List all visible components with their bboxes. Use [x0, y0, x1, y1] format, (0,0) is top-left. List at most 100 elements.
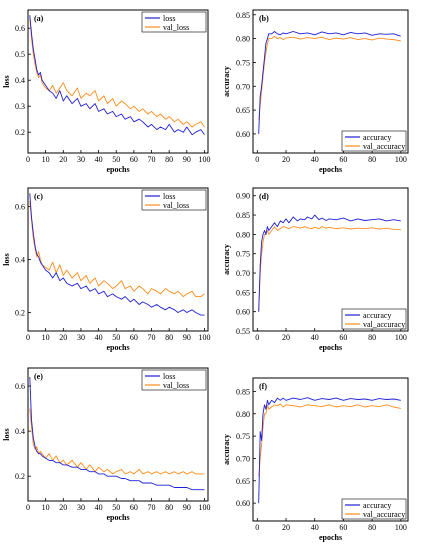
chart-panel-2: 0 20 40 60 80 100 0.60 0.65 0.70 0.75 0.80 0.85 epoc…: [222, 9, 409, 174]
x-tick-label: 0: [26, 503, 30, 512]
x-axis-label: epochs: [319, 165, 342, 174]
y-tick-label: 0.65: [236, 106, 250, 115]
y-tick-label: 0.4: [15, 256, 25, 265]
y-tick-label: 0.60: [236, 130, 250, 139]
x-tick-label: 60: [339, 155, 347, 164]
x-axis-label: epochs: [319, 533, 342, 542]
x-tick-label: 0: [255, 155, 259, 164]
x-tick-label: 40: [95, 155, 103, 164]
x-tick-label: 30: [77, 503, 85, 512]
series-line-val-loss: [29, 408, 205, 475]
legend-entry: accuracy: [363, 311, 391, 320]
y-axis-label: loss: [2, 253, 11, 265]
series-line-accuracy: [258, 214, 401, 312]
x-tick-label: 80: [368, 523, 376, 532]
y-tick-label: 0.80: [236, 410, 250, 419]
y-axis-label: loss: [2, 75, 11, 87]
x-tick-label: 100: [198, 155, 210, 164]
x-tick-label: 60: [339, 523, 347, 532]
x-tick-label: 20: [282, 523, 290, 532]
series-line-val-loss: [29, 201, 205, 298]
x-tick-label: 40: [311, 333, 319, 342]
plot-frame: [252, 9, 409, 154]
legend-entry: val_loss: [163, 23, 189, 32]
x-tick-label: 30: [77, 333, 85, 342]
x-axis-label: epochs: [106, 165, 129, 174]
x-tick-label: 10: [42, 155, 50, 164]
series-line-val-accuracy: [258, 35, 401, 120]
legend-entry: loss: [163, 14, 175, 23]
y-tick-label: 0.55: [236, 327, 250, 336]
y-tick-label: 0.90: [236, 192, 250, 201]
x-tick-label: 50: [112, 155, 120, 164]
x-tick-label: 10: [42, 333, 50, 342]
y-tick-label: 0.5: [15, 50, 25, 59]
series-line-loss: [29, 193, 205, 316]
x-tick-label: 10: [42, 503, 50, 512]
legend-entry: val_loss: [163, 381, 189, 390]
x-axis-label: epochs: [106, 513, 129, 522]
x-tick-label: 40: [95, 503, 103, 512]
panel-label: (f): [259, 382, 267, 391]
x-tick-label: 20: [59, 333, 67, 342]
y-tick-label: 0.75: [236, 58, 250, 67]
x-tick-label: 20: [59, 503, 67, 512]
legend-entry: val_accuracy: [363, 510, 405, 519]
x-tick-label: 40: [311, 155, 319, 164]
plot-frame: [252, 377, 409, 522]
y-axis-label: accuracy: [222, 434, 231, 465]
y-tick-label: 0.60: [236, 308, 250, 317]
x-tick-label: 80: [368, 155, 376, 164]
y-axis-label: accuracy: [222, 66, 231, 97]
chart-panel-5: 0 10 20 30 40 50 60 70 80 90 100 0.2 0.4 0.6 epochs los…: [2, 367, 210, 522]
x-tick-label: 0: [255, 523, 259, 532]
x-tick-label: 100: [395, 333, 407, 342]
x-tick-label: 100: [198, 503, 210, 512]
x-tick-label: 90: [183, 503, 191, 512]
panel-label: (b): [259, 14, 269, 23]
x-tick-label: 0: [26, 333, 30, 342]
x-tick-label: 70: [148, 333, 156, 342]
x-tick-label: 0: [255, 333, 259, 342]
y-tick-label: 0.4: [15, 427, 25, 436]
y-axis-label: accuracy: [222, 244, 231, 275]
series-line-loss: [29, 376, 205, 491]
y-tick-label: 0.2: [15, 472, 25, 481]
y-tick-label: 0.6: [15, 382, 25, 391]
x-tick-label: 60: [339, 333, 347, 342]
y-tick-label: 0.4: [15, 76, 25, 85]
series-line-val-accuracy: [258, 403, 401, 477]
y-tick-label: 0.2: [15, 128, 25, 137]
y-tick-label: 0.85: [236, 387, 250, 396]
x-axis-label: epochs: [106, 343, 129, 352]
y-tick-label: 0.75: [236, 432, 250, 441]
plot-frame: [27, 9, 209, 154]
chart-panel-6: 0 20 40 60 80 100 0.60 0.65 0.70 0.75 0.80 0.85 epoc…: [222, 377, 409, 542]
x-tick-label: 30: [77, 155, 85, 164]
x-tick-label: 40: [95, 333, 103, 342]
x-tick-label: 90: [183, 155, 191, 164]
x-tick-label: 20: [282, 155, 290, 164]
panel-label: (c): [34, 192, 43, 201]
x-tick-label: 20: [59, 155, 67, 164]
chart-panel-3: 0 10 20 30 40 50 60 70 80 90 100 0.2 0.4 0.6 epochs los…: [2, 187, 210, 352]
y-tick-label: 0.70: [236, 82, 250, 91]
x-tick-label: 80: [165, 503, 173, 512]
x-tick-label: 0: [26, 155, 30, 164]
y-tick-label: 0.3: [15, 102, 25, 111]
legend-entry: val_loss: [163, 201, 189, 210]
plot-frame: [252, 187, 409, 332]
x-tick-label: 90: [183, 333, 191, 342]
y-axis-label: loss: [2, 428, 11, 440]
plot-frame: [27, 367, 209, 502]
x-tick-label: 100: [395, 523, 407, 532]
y-tick-label: 0.85: [236, 11, 250, 20]
chart-panel-4: 0 20 40 60 80 100 0.55 0.60 0.65 0.70 0.75 0.80 0.85…: [222, 187, 409, 352]
x-tick-label: 70: [148, 155, 156, 164]
x-tick-label: 60: [130, 503, 138, 512]
